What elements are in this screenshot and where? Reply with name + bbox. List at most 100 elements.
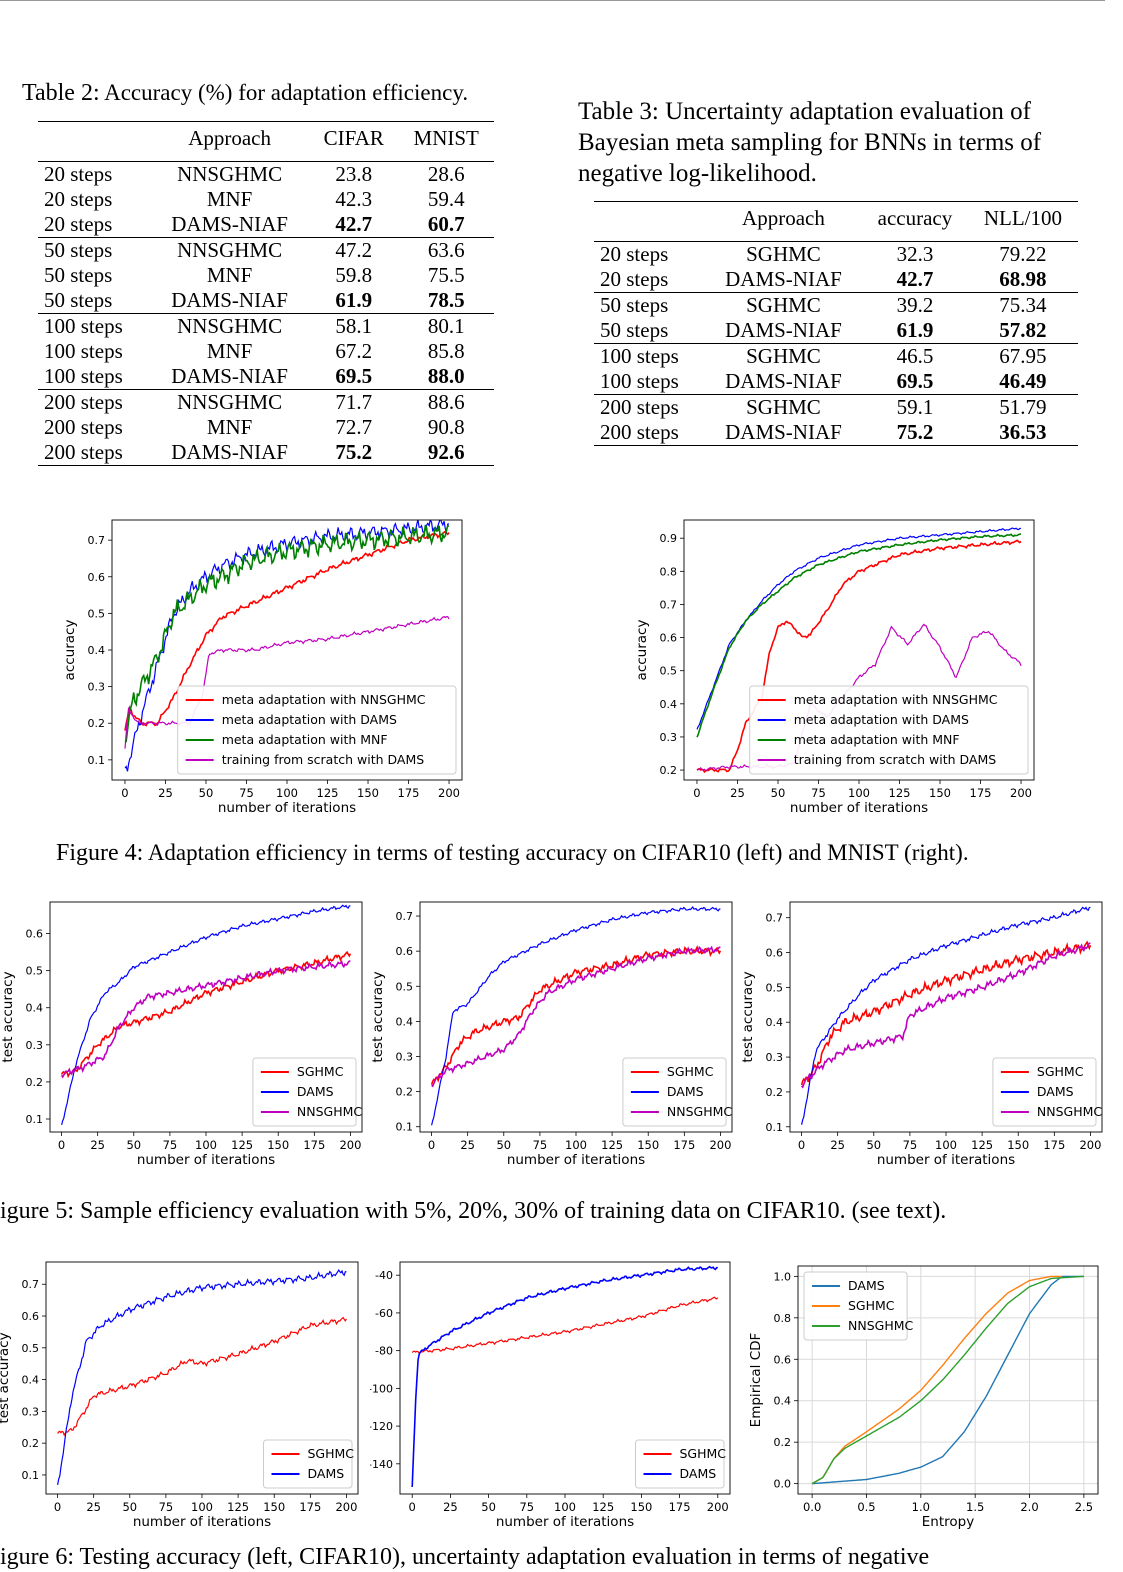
table-cell: 100 steps [594, 343, 705, 369]
y-tick-label: 0.2 [396, 1086, 414, 1099]
fig4-right-chart: 0 25 50 75 100 125 150 175 200 0.2 0.3 0.4 0.5 0.6 0.7… [634, 519, 1035, 816]
table-cell: SGHMC [704, 241, 863, 267]
y-tick-label: 0.6 [22, 1310, 40, 1323]
x-tick-label: 175 [299, 1500, 321, 1514]
figure4-caption: Figure 4: Adaptation efficiency in terms… [56, 838, 1116, 868]
legend-label: NNSGHMC [848, 1318, 914, 1333]
x-tick-label: 0 [54, 1500, 61, 1514]
x-tick-label: 25 [830, 1138, 845, 1152]
x-tick-label: 0.5 [857, 1500, 875, 1514]
series-line [431, 945, 721, 1088]
series-line [801, 942, 1091, 1089]
table-header-cell: CIFAR [323, 126, 384, 150]
y-tick-label: -40 [375, 1269, 393, 1282]
table-cell: 75.5 [427, 263, 465, 287]
x-axis-label: number of iterations [133, 1514, 271, 1530]
x-tick-label: 0.0 [803, 1500, 821, 1514]
table-cell: 200 steps [44, 415, 123, 439]
legend-label: meta adaptation with MNF [794, 732, 960, 747]
x-tick-label: 150 [637, 1138, 659, 1152]
y-tick-label: 0.2 [26, 1076, 44, 1089]
table-cell: DAMS-NIAF [725, 318, 842, 342]
series-line [60, 950, 352, 1079]
table-row: 20 steps NNSGHMC 23.8 28.6 [38, 161, 494, 187]
table-cell: 75.34 [967, 292, 1078, 318]
table2: Approach CIFAR MNIST 20 steps NNSGHMC 23.8 28.… [38, 121, 494, 466]
y-tick-label: 0.5 [766, 981, 784, 994]
legend-label: DAMS [848, 1278, 885, 1293]
table-cell: 200 steps [594, 394, 705, 420]
figure5-caption-text: igure 5: Sample efficiency evaluation wi… [0, 1198, 947, 1224]
table-cell: 100 steps [600, 369, 679, 393]
table-cell: 60.7 [427, 212, 465, 236]
table-cell: 51.79 [967, 394, 1078, 420]
table-cell: DAMS-NIAF [725, 267, 842, 291]
page-top-rule [0, 0, 1105, 1]
x-tick-label: 175 [970, 786, 992, 800]
table-cell: 88.0 [427, 364, 465, 388]
x-tick-label: 175 [303, 1138, 325, 1152]
plot-frame [111, 519, 463, 781]
table-header-cell: NLL/100 [983, 206, 1062, 230]
plot-frame [399, 1261, 731, 1495]
legend-label: meta adaptation with NNSGHMC [222, 692, 426, 707]
table-cell: DAMS-NIAF [171, 364, 288, 388]
y-tick-label: 0.9 [660, 532, 678, 545]
table-cell: DAMS-NIAF [171, 212, 288, 236]
x-tick-label: 50 [866, 1138, 881, 1152]
y-tick-label: 0.1 [88, 754, 106, 767]
table-cell: DAMS-NIAF [171, 440, 288, 464]
table-cell: 69.5 [896, 369, 934, 393]
plot-frame [683, 519, 1035, 781]
table-cell: 75.2 [896, 420, 934, 444]
table-cell: 61.9 [896, 318, 934, 342]
x-tick-label: 125 [601, 1138, 623, 1152]
x-axis-label: number of iterations [507, 1152, 645, 1168]
x-tick-label: 175 [673, 1138, 695, 1152]
fig6-a-chart: 0 25 50 75 100 125 150 175 200 0.1 0.2 0.3 0.4 0.5 0.6… [0, 1261, 359, 1530]
x-tick-label: 175 [1043, 1138, 1065, 1152]
table-cell: 68.98 [999, 267, 1047, 291]
table-cell: 100 steps [38, 313, 151, 339]
plot-frame [797, 1265, 1099, 1495]
legend-label: NNSGHMC [297, 1104, 363, 1119]
x-tick-label: 200 [438, 786, 460, 800]
plot-frame [419, 901, 733, 1133]
x-axis-label: number of iterations [137, 1152, 275, 1168]
table-header-cell [594, 202, 705, 242]
legend-label: SGHMC [667, 1064, 714, 1079]
legend-box [749, 685, 1029, 775]
table-cell: 78.5 [427, 288, 465, 312]
table-cell: 20 steps [44, 187, 113, 211]
y-tick-label: 0.6 [660, 632, 678, 645]
legend-box [263, 1439, 353, 1489]
y-tick-label: -80 [375, 1345, 393, 1358]
legend-box [635, 1439, 725, 1489]
x-tick-label: 75 [159, 1500, 174, 1514]
table-cell: 63.6 [398, 237, 494, 263]
x-tick-label: 75 [533, 1138, 548, 1152]
series-line [411, 1296, 719, 1355]
y-tick-label: 0.4 [396, 1015, 414, 1028]
y-tick-label: 0.2 [766, 1086, 784, 1099]
y-tick-label: 0.3 [660, 731, 678, 744]
y-tick-label: 0.1 [22, 1469, 40, 1482]
y-tick-label: 0.4 [26, 1002, 44, 1015]
x-tick-label: 100 [848, 786, 870, 800]
fig6-b-chart: 0 25 50 75 100 125 150 175 200 -140 -120 -100 -80 -60… [370, 1261, 731, 1530]
legend-label: meta adaptation with NNSGHMC [794, 692, 998, 707]
table-row: 200 steps MNF 72.7 90.8 [38, 415, 494, 440]
y-tick-label: 0.5 [396, 980, 414, 993]
legend-box [992, 1057, 1097, 1127]
y-tick-label: 0.0 [774, 1478, 792, 1491]
x-tick-label: 150 [630, 1500, 652, 1514]
series-line [800, 940, 1092, 1086]
x-axis-label: Entropy [922, 1514, 974, 1530]
y-tick-label: 0.2 [774, 1436, 792, 1449]
figure6-caption-text: igure 6: Testing accuracy (left, CIFAR10… [0, 1544, 930, 1570]
table-cell: 20 steps [594, 241, 705, 267]
fig5-c-chart: 0 25 50 75 100 125 150 175 200 0.1 0.2 0.3 0.4 0.5 0.6… [740, 901, 1103, 1168]
table-cell: 80.1 [398, 313, 494, 339]
table-cell: 36.53 [999, 420, 1047, 444]
table-cell: 57.82 [999, 318, 1047, 342]
